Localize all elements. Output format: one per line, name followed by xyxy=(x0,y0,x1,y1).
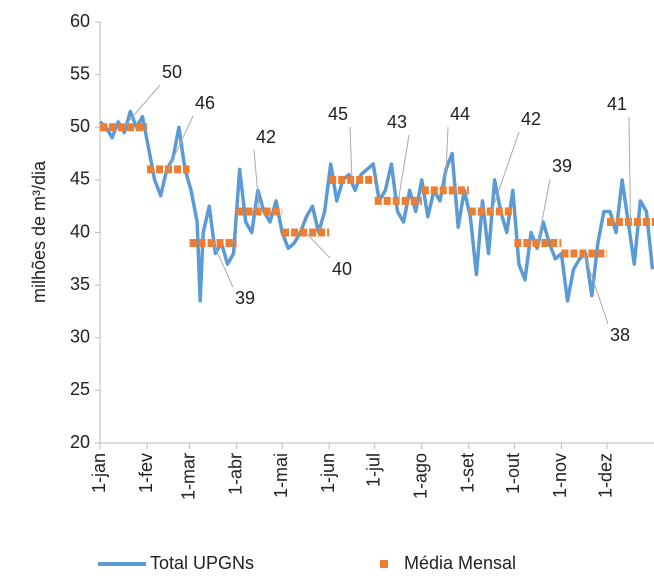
data-label: 39 xyxy=(235,288,255,308)
y-tick-label: 60 xyxy=(70,11,90,31)
leader-line xyxy=(583,253,609,325)
y-tick-label: 30 xyxy=(70,327,90,347)
legend-label: Total UPGNs xyxy=(150,553,254,573)
data-label: 45 xyxy=(328,104,348,124)
x-tick-label: 1-mar xyxy=(178,453,198,500)
x-tick-label: 1-dez xyxy=(596,453,616,498)
data-label: 41 xyxy=(607,94,627,114)
x-tick-label: 1-fev xyxy=(136,453,156,493)
x-tick-label: 1-ago xyxy=(411,453,431,499)
x-tick-label: 1-abr xyxy=(225,453,245,495)
data-label: 43 xyxy=(387,112,407,132)
leader-line xyxy=(444,126,449,191)
series-line xyxy=(98,109,654,303)
x-tick-label: 1-out xyxy=(503,453,523,494)
x-tick-label: 1-jul xyxy=(363,453,383,487)
legend-label: Média Mensal xyxy=(404,553,516,573)
x-tick-label: 1-jun xyxy=(318,453,338,493)
y-tick-label: 45 xyxy=(70,169,90,189)
x-tick-label: 1-nov xyxy=(550,453,570,498)
data-label: 38 xyxy=(610,325,630,345)
data-label: 44 xyxy=(450,104,470,124)
leader-line xyxy=(212,242,234,288)
leader-line xyxy=(253,149,260,212)
y-axis-label: milhões de m³/dia xyxy=(29,160,49,303)
leader-line xyxy=(167,115,194,170)
leader-line xyxy=(123,84,161,128)
y-tick-label: 20 xyxy=(70,432,90,452)
legend-swatch xyxy=(380,560,388,568)
leader-line xyxy=(537,178,551,244)
y-tick-label: 55 xyxy=(70,63,90,83)
leader-line xyxy=(349,126,353,180)
data-label: 42 xyxy=(521,109,541,129)
y-tick-label: 25 xyxy=(70,379,90,399)
x-tick-label: 1-mai xyxy=(271,453,291,498)
data-label: 46 xyxy=(195,93,215,113)
leader-line xyxy=(397,134,410,202)
y-tick-label: 50 xyxy=(70,116,90,136)
data-label: 42 xyxy=(256,127,276,147)
data-label: 40 xyxy=(332,259,352,279)
x-tick-label: 1-set xyxy=(458,453,478,493)
leader-line xyxy=(628,116,631,222)
data-label: 50 xyxy=(162,62,182,82)
leader-line xyxy=(491,131,520,212)
y-tick-label: 35 xyxy=(70,274,90,294)
y-tick-label: 40 xyxy=(70,221,90,241)
data-label: 39 xyxy=(552,156,572,176)
x-tick-label: 1-jan xyxy=(89,453,109,493)
leader-line xyxy=(305,232,331,259)
